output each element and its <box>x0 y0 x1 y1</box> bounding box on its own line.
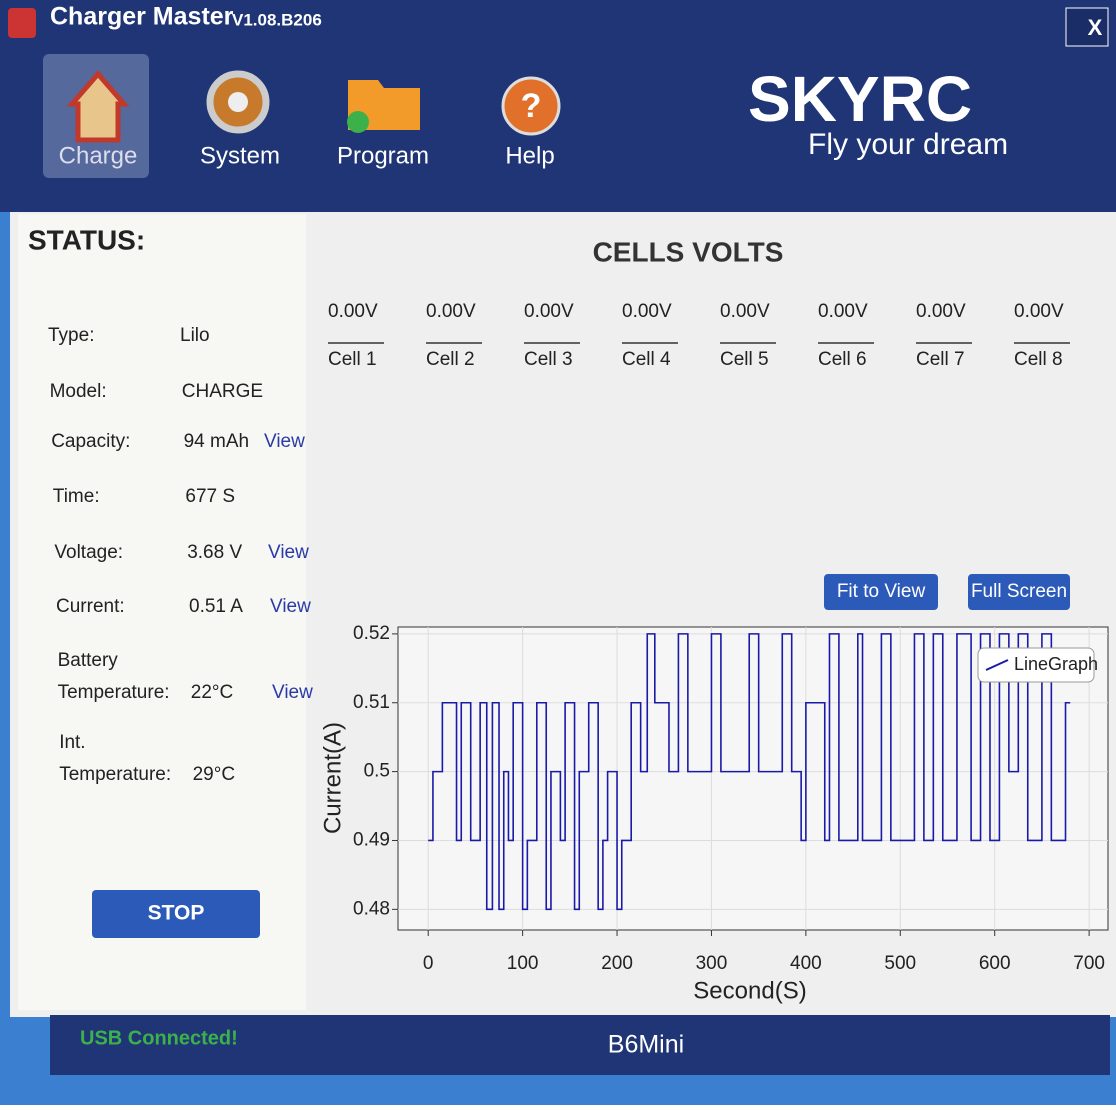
x-tick-label: 300 <box>696 953 728 974</box>
y-tick-label: 0.48 <box>353 898 390 919</box>
stop-label[interactable]: STOP <box>148 902 205 925</box>
view-link[interactable]: View <box>264 431 305 452</box>
status-value: 22°C <box>191 682 233 703</box>
status-label: Time: <box>53 486 100 507</box>
status-label: Capacity: <box>51 431 130 452</box>
cell-name: Cell 3 <box>524 349 573 370</box>
status-value: CHARGE <box>182 381 263 402</box>
full-label[interactable]: Full Screen <box>971 581 1067 602</box>
status-heading: STATUS: <box>28 224 145 255</box>
y-axis-label: Current(A) <box>319 722 346 834</box>
help-icon <box>501 76 561 136</box>
x-tick-label: 400 <box>790 953 822 974</box>
cell-name: Cell 4 <box>622 349 671 370</box>
cell-value: 0.00V <box>916 301 966 322</box>
y-tick-label: 0.49 <box>353 829 390 850</box>
cell-value: 0.00V <box>1014 301 1064 322</box>
cell-name: Cell 6 <box>818 349 867 370</box>
fit-label[interactable]: Fit to View <box>837 581 926 602</box>
cell-name: Cell 7 <box>916 349 965 370</box>
nav-label[interactable]: Program <box>337 142 429 169</box>
cell-value: 0.00V <box>426 301 476 322</box>
window-version: V1.08.B206 <box>232 10 322 29</box>
stop-button[interactable] <box>92 890 260 938</box>
status-value: 0.51 A <box>189 596 243 617</box>
view-link[interactable]: View <box>272 682 313 703</box>
y-tick-label: 0.5 <box>364 761 390 782</box>
nav-label[interactable]: Help <box>505 142 554 169</box>
cells-heading: CELLS VOLTS <box>593 236 784 267</box>
charge-icon <box>66 70 130 143</box>
x-tick-label: 700 <box>1073 953 1105 974</box>
cell-value: 0.00V <box>328 301 378 322</box>
status-value: 677 S <box>185 486 235 507</box>
view-link[interactable]: View <box>268 542 309 563</box>
logo-slogan: Fly your dream <box>808 128 1008 161</box>
view-link[interactable]: View <box>270 596 311 617</box>
close-button[interactable] <box>1065 7 1109 47</box>
cell-name: Cell 2 <box>426 349 475 370</box>
y-tick-label: 0.51 <box>353 692 390 713</box>
status-label: Model: <box>50 381 107 402</box>
system-icon-hole <box>228 92 248 112</box>
connection-status: USB Connected! <box>80 1027 238 1049</box>
status-label: Temperature: <box>58 682 170 703</box>
cell-name: Cell 5 <box>720 349 769 370</box>
x-tick-label: 600 <box>979 953 1011 974</box>
program-plus <box>347 111 369 133</box>
status-panel <box>18 214 306 1010</box>
x-tick-label: 100 <box>507 953 539 974</box>
window-title: Charger Master <box>50 3 234 31</box>
legend-box <box>977 647 1095 683</box>
legend-label: LineGraph <box>1014 654 1098 674</box>
x-tick-label: 500 <box>884 953 916 974</box>
cell-value: 0.00V <box>622 301 672 322</box>
nav-label[interactable]: System <box>200 142 280 169</box>
status-value: 29°C <box>193 764 235 785</box>
x-tick-label: 0 <box>423 953 434 974</box>
status-value: Lilo <box>180 325 210 346</box>
status-label: Temperature: <box>59 764 171 785</box>
device-name: B6Mini <box>608 1031 684 1059</box>
fit-button[interactable] <box>824 574 938 610</box>
data-line <box>428 633 1071 911</box>
cell-name: Cell 1 <box>328 349 377 370</box>
cell-value: 0.00V <box>818 301 868 322</box>
app-icon <box>8 8 36 38</box>
full-button[interactable] <box>968 574 1070 610</box>
nav-label[interactable]: Charge <box>59 142 138 169</box>
x-tick-label: 200 <box>601 953 633 974</box>
status-label: Battery <box>58 650 119 671</box>
y-tick-label: 0.52 <box>353 623 390 644</box>
status-label: Type: <box>48 325 94 346</box>
status-label: Int. <box>59 732 85 753</box>
x-axis-label: Second(S) <box>693 977 806 1004</box>
status-label: Current: <box>56 596 125 617</box>
legend-swatch <box>985 659 1009 671</box>
status-value: 3.68 V <box>187 542 242 563</box>
footer <box>50 1015 1110 1075</box>
help-glyph: ? <box>521 87 542 125</box>
cell-name: Cell 8 <box>1014 349 1063 370</box>
cell-value: 0.00V <box>720 301 770 322</box>
status-value: 94 mAh <box>184 431 249 452</box>
close-label[interactable]: X <box>1088 15 1103 40</box>
logo-brand: SKYRC <box>748 63 972 135</box>
cell-value: 0.00V <box>524 301 574 322</box>
status-label: Voltage: <box>54 542 123 563</box>
